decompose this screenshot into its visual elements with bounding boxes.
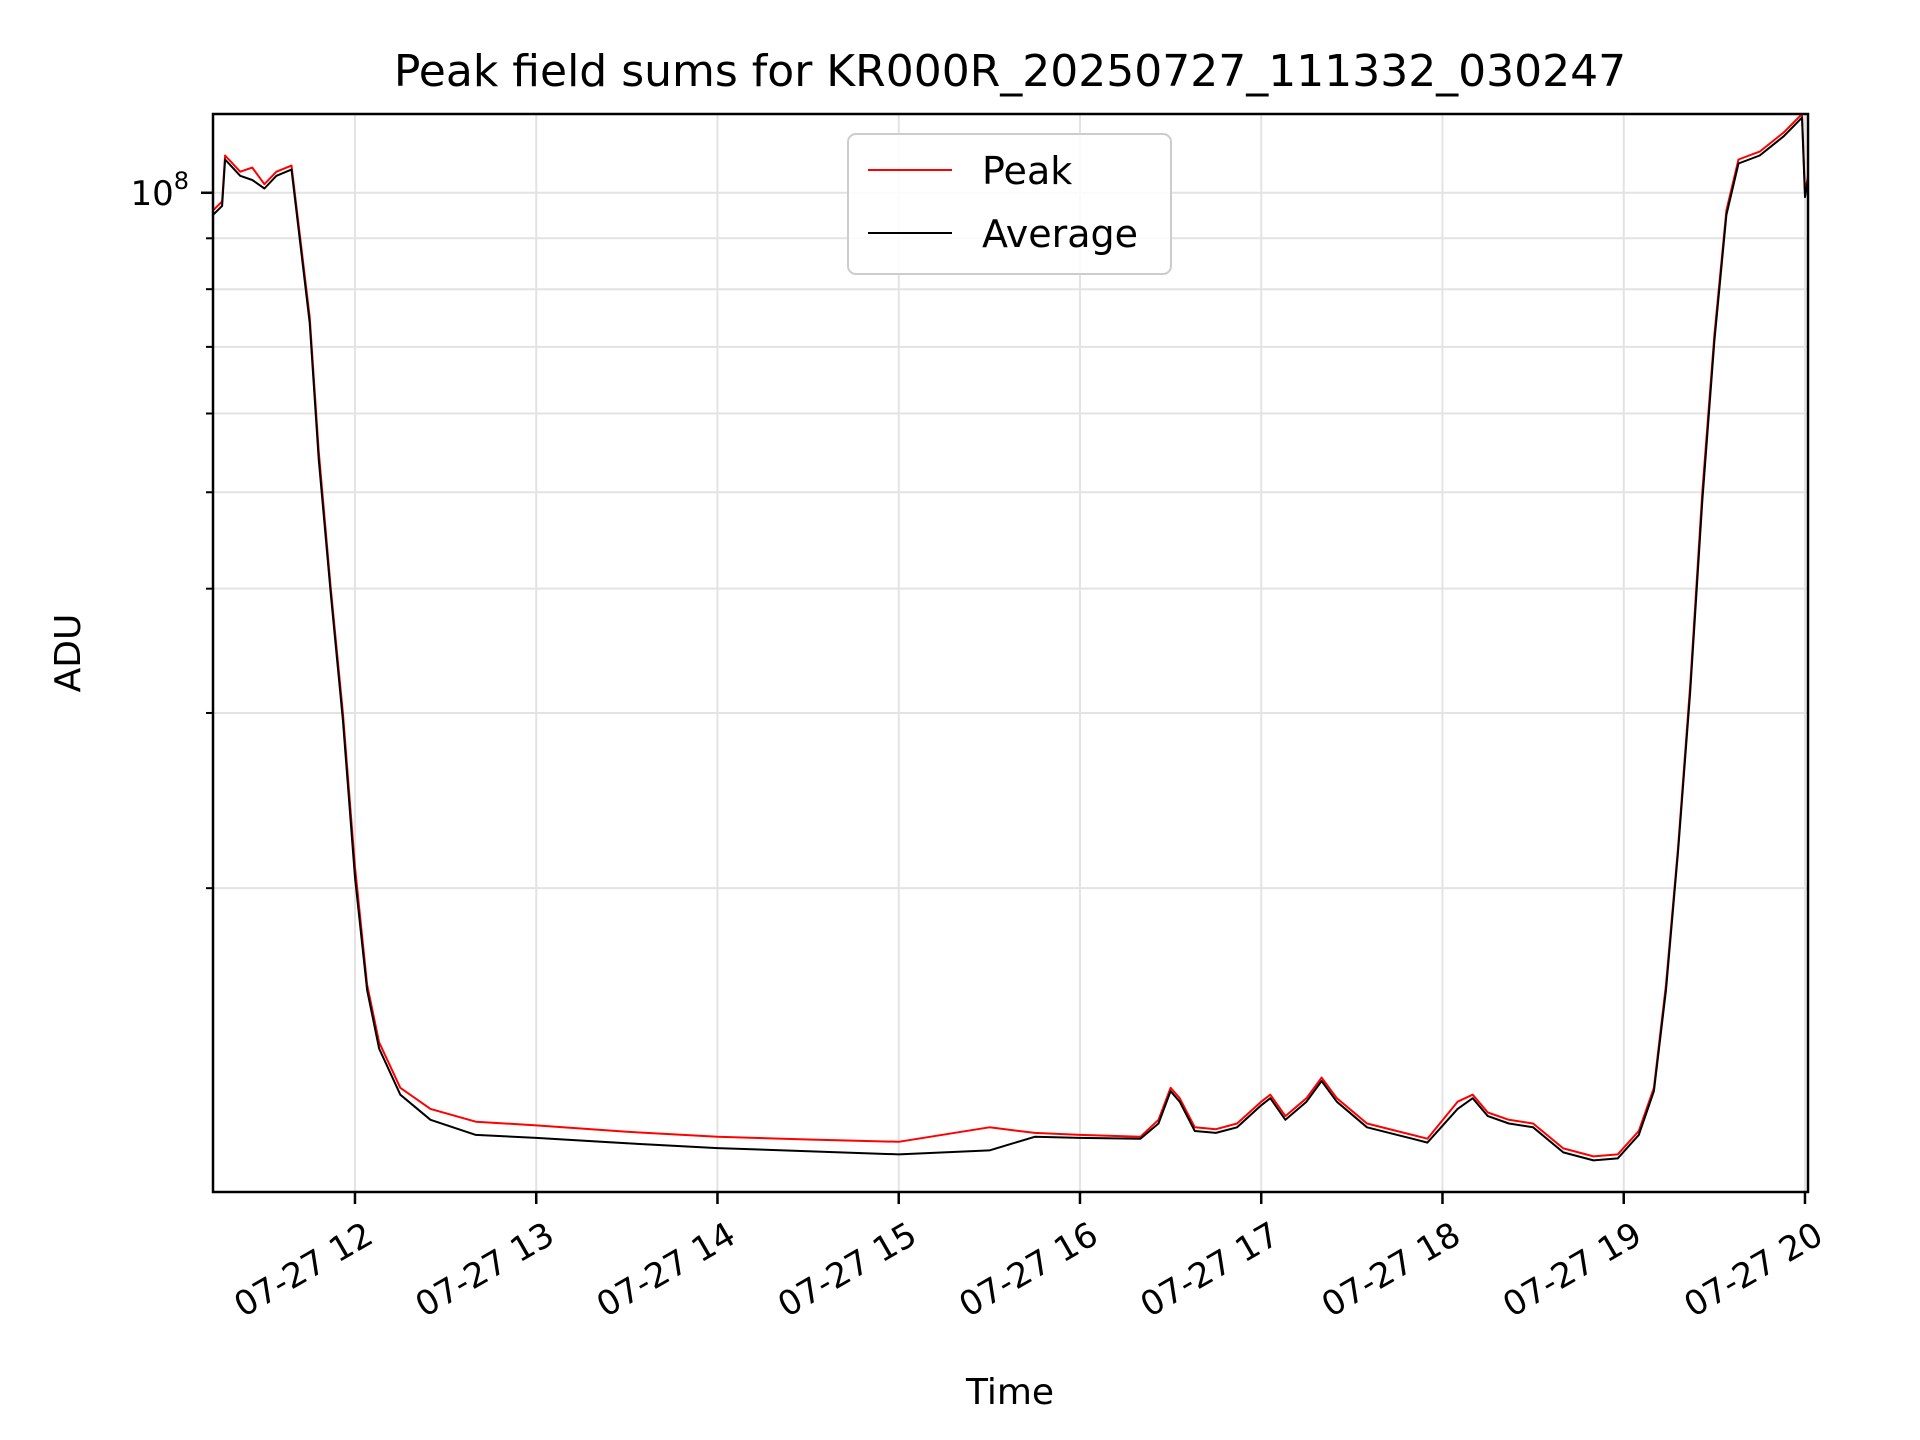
x-axis-label: Time (965, 1372, 1054, 1413)
legend-label-peak: Peak (982, 149, 1072, 193)
grid (213, 114, 1808, 1192)
legend-label-average: Average (982, 212, 1138, 256)
legend: Peak Average (847, 133, 1172, 275)
series-line-average (213, 116, 1808, 1162)
y-axis: 108 (130, 167, 213, 890)
y-axis-label: ADU (48, 614, 89, 693)
series-layer (213, 114, 1808, 1162)
plot-frame (211, 112, 1810, 1194)
y-tick-label-0: 108 (130, 167, 189, 214)
chart-title: Peak field sums for KR000R_20250727_1113… (394, 46, 1626, 97)
